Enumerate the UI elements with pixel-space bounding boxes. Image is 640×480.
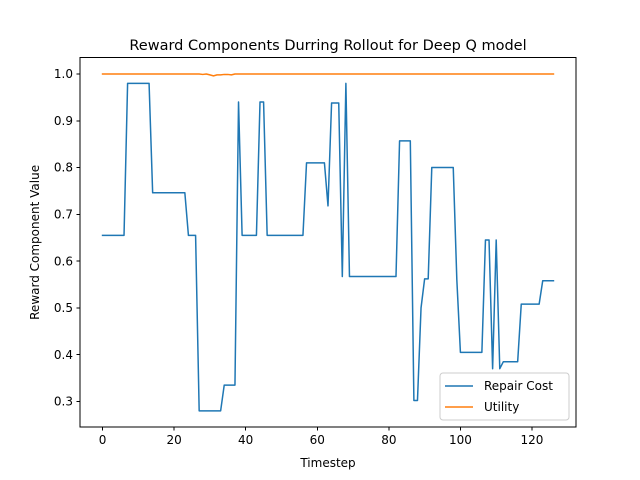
plot-lines xyxy=(101,73,555,412)
x-axis-ticks: 0 20 40 60 80 100 120 xyxy=(99,427,544,447)
x-axis-label: Timestep xyxy=(299,456,355,470)
y-tick-label: 0.6 xyxy=(54,254,73,268)
y-axis-ticks: 0.3 0.4 0.5 0.6 0.7 0.8 0.9 1.0 xyxy=(54,67,80,409)
legend-frame xyxy=(439,372,570,421)
plot-area-frame xyxy=(79,57,577,428)
y-tick-label: 0.3 xyxy=(54,395,73,409)
x-tick-label: 100 xyxy=(449,433,472,447)
series-line-repair-cost xyxy=(101,82,555,412)
chart-title: Reward Components Durring Rollout for De… xyxy=(129,38,526,54)
x-tick-label: 80 xyxy=(381,433,396,447)
legend-label: Repair Cost xyxy=(484,379,553,393)
y-tick-label: 1.0 xyxy=(54,67,73,81)
x-tick-label: 0 xyxy=(99,433,107,447)
legend: Repair Cost Utility xyxy=(439,372,570,421)
series-line-utility xyxy=(101,73,555,77)
y-tick-label: 0.9 xyxy=(54,114,73,128)
y-axis-label: Reward Component Value xyxy=(28,165,42,320)
y-tick-label: 0.8 xyxy=(54,161,73,175)
x-tick-label: 20 xyxy=(166,433,181,447)
legend-label: Utility xyxy=(484,400,519,414)
x-tick-label: 60 xyxy=(310,433,325,447)
x-tick-label: 120 xyxy=(521,433,544,447)
y-tick-label: 0.7 xyxy=(54,208,73,222)
y-tick-label: 0.4 xyxy=(54,348,73,362)
y-tick-label: 0.5 xyxy=(54,301,73,315)
x-tick-label: 40 xyxy=(238,433,253,447)
